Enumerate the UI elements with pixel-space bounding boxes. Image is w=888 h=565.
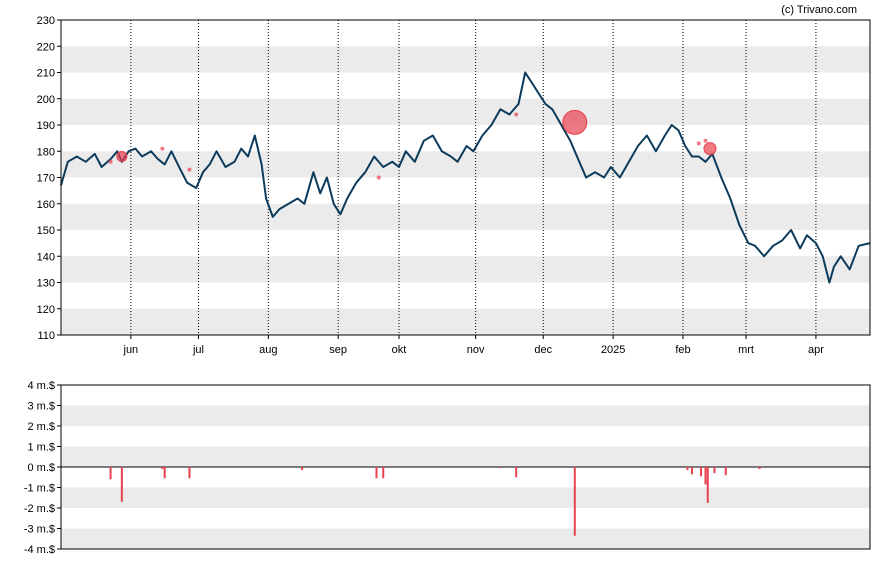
volume-y-tick-label: 3 m.$ xyxy=(27,401,55,413)
volume-bar xyxy=(690,467,693,475)
price-grid-band xyxy=(61,308,870,335)
volume-bar xyxy=(704,467,707,485)
volume-y-tick-label: -1 m.$ xyxy=(24,483,55,495)
trade-marker xyxy=(562,109,588,135)
trade-marker xyxy=(187,167,192,172)
y-tick-label: 220 xyxy=(37,41,55,53)
y-tick-label: 120 xyxy=(37,304,55,316)
volume-grid-band xyxy=(61,405,870,426)
x-tick-label: sep xyxy=(329,344,347,356)
x-tick-label: mrt xyxy=(738,344,754,356)
price-series-line xyxy=(60,71,871,284)
y-tick-label: 200 xyxy=(37,94,55,106)
volume-panel: 4 m.$ 3 m.$ 2 m.$ 1 m.$ 0 m.$ -1 m.$ -2 m.$ -3 … xyxy=(24,380,871,556)
trade-marker xyxy=(108,159,113,164)
volume-bar xyxy=(499,467,502,469)
price-grid-band xyxy=(61,151,870,178)
price-grid-band xyxy=(61,98,870,125)
x-tick-label: jul xyxy=(192,344,204,356)
trade-marker xyxy=(116,151,128,162)
volume-bar xyxy=(301,467,304,471)
y-tick-label: 130 xyxy=(37,278,55,290)
volume-y-tick-label: 1 m.$ xyxy=(27,442,55,454)
volume-bar xyxy=(713,467,716,474)
volume-bar xyxy=(706,467,709,503)
y-tick-label: 160 xyxy=(37,199,55,211)
volume-y-tick-label: 2 m.$ xyxy=(27,421,55,433)
trade-marker xyxy=(703,138,708,143)
volume-y-tick-label: -3 m.$ xyxy=(24,524,55,536)
volume-grid-band xyxy=(61,528,870,549)
price-grid-band xyxy=(61,256,870,283)
volume-bar xyxy=(375,467,378,479)
trade-marker xyxy=(696,141,701,146)
volume-grid-band xyxy=(61,446,870,467)
price-plot-frame xyxy=(60,19,871,336)
volume-y-tick-label: 0 m.$ xyxy=(27,462,55,474)
volume-bar xyxy=(758,467,761,470)
x-tick-label: aug xyxy=(259,344,277,356)
x-tick-label: feb xyxy=(675,344,690,356)
trade-marker xyxy=(376,175,381,180)
copyright-text: (c) Trivano.com xyxy=(781,4,857,16)
volume-bar xyxy=(120,467,123,502)
y-tick-label: 140 xyxy=(37,251,55,263)
y-tick-label: 180 xyxy=(37,146,55,158)
volume-y-tick-label: 4 m.$ xyxy=(27,380,55,392)
price-grid-band xyxy=(61,46,870,73)
price-panel: 110120130140150160170180190200210220230 … xyxy=(37,15,871,356)
x-tick-label: apr xyxy=(808,344,824,356)
volume-bar xyxy=(515,467,518,478)
y-tick-label: 110 xyxy=(37,330,55,342)
volume-bar xyxy=(382,467,385,479)
volume-bar xyxy=(573,467,576,536)
volume-bar xyxy=(163,467,166,479)
volume-bar xyxy=(699,467,702,477)
trade-marker xyxy=(514,112,519,117)
volume-bar xyxy=(109,467,112,480)
trade-marker xyxy=(703,142,717,156)
y-tick-label: 150 xyxy=(37,225,55,237)
x-tick-label: jun xyxy=(123,344,139,356)
trade-marker xyxy=(160,146,165,151)
y-tick-label: 190 xyxy=(37,120,55,132)
x-tick-label: 2025 xyxy=(601,344,625,356)
volume-bar xyxy=(686,467,689,471)
volume-grid-band xyxy=(61,487,870,508)
y-tick-label: 230 xyxy=(37,15,55,27)
volume-bar xyxy=(188,467,191,479)
volume-bar xyxy=(161,467,164,470)
price-grid-band xyxy=(61,203,870,230)
volume-bar xyxy=(724,467,727,476)
volume-y-tick-label: -4 m.$ xyxy=(24,544,55,556)
x-tick-label: dec xyxy=(534,344,552,356)
volume-y-tick-label: -2 m.$ xyxy=(24,503,55,515)
x-tick-label: nov xyxy=(467,344,485,356)
y-tick-label: 170 xyxy=(37,173,55,185)
x-tick-label: okt xyxy=(392,344,407,356)
volume-plot-frame xyxy=(60,384,871,550)
y-tick-label: 210 xyxy=(37,68,55,80)
